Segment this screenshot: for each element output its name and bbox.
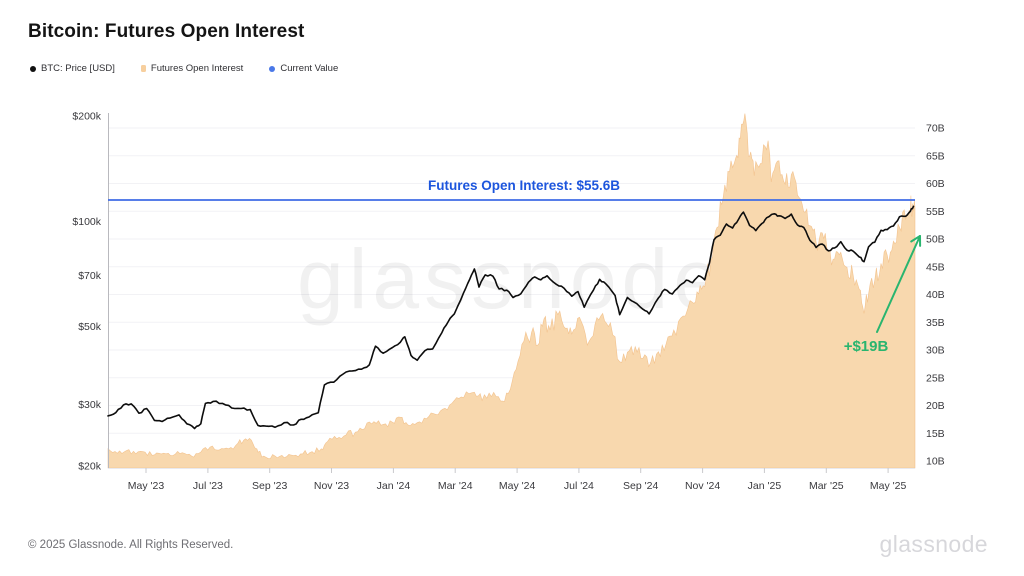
svg-text:May '23: May '23 <box>128 480 165 492</box>
x-axis-labels: May '23 Jul '23 Sep '23 Nov '23 Jan '24 Mar '… <box>128 468 907 492</box>
svg-text:Nov '24: Nov '24 <box>685 480 720 492</box>
svg-text:Jan '24: Jan '24 <box>377 480 411 492</box>
svg-text:$20k: $20k <box>78 461 102 473</box>
glassnode-logo: glassnode <box>879 531 988 557</box>
delta-annotation <box>876 235 922 333</box>
legend-btc-price-usd-marker <box>30 65 36 72</box>
svg-text:Sep '23: Sep '23 <box>252 480 287 492</box>
delta-label: +$19B <box>844 338 889 355</box>
svg-text:30B: 30B <box>926 345 945 357</box>
svg-text:60B: 60B <box>926 178 945 190</box>
svg-text:25B: 25B <box>926 372 945 384</box>
svg-text:55B: 55B <box>926 206 945 218</box>
svg-text:May '24: May '24 <box>499 480 536 492</box>
oi-line-annotation: Futures Open Interest: $55.6B <box>428 178 620 193</box>
svg-text:20B: 20B <box>926 400 945 412</box>
page-title: Bitcoin: Futures Open Interest <box>28 21 305 42</box>
svg-text:$100k: $100k <box>72 216 101 228</box>
axes <box>108 113 915 469</box>
legend-item-futures-open-interest[interactable]: Futures Open Interest <box>140 63 244 74</box>
svg-text:50B: 50B <box>926 234 945 246</box>
legend-futures-open-interest-marker <box>140 65 146 72</box>
svg-text:45B: 45B <box>926 261 945 273</box>
legend-item-btc-price-usd[interactable]: BTC: Price [USD] <box>30 63 115 74</box>
legend-item-current-value[interactable]: Current Value <box>269 63 338 74</box>
copyright-text: © 2025 Glassnode. All Rights Reserved. <box>28 539 234 551</box>
svg-text:70B: 70B <box>926 123 945 135</box>
svg-text:15B: 15B <box>926 428 945 440</box>
svg-text:Jul '23: Jul '23 <box>193 480 223 492</box>
legend-btc-price-usd-label: BTC: Price [USD] <box>41 63 115 74</box>
svg-text:65B: 65B <box>926 150 945 162</box>
svg-text:Jan '25: Jan '25 <box>748 480 782 492</box>
svg-text:Sep '24: Sep '24 <box>623 480 658 492</box>
watermark: glassnode <box>297 232 725 326</box>
legend-current-value-marker <box>269 65 276 72</box>
svg-text:35B: 35B <box>926 317 945 329</box>
svg-text:Mar '25: Mar '25 <box>809 480 844 492</box>
svg-text:Jul '24: Jul '24 <box>564 480 594 492</box>
legend-current-value-label: Current Value <box>280 63 339 74</box>
svg-text:May '25: May '25 <box>870 480 907 492</box>
svg-text:$200k: $200k <box>72 111 101 123</box>
left-axis-labels: $200k $100k $70k $50k $30k $20k <box>72 111 101 473</box>
right-axis-labels: 70B 65B 60B 55B 50B 45B 40B 35B 30B 25B 20B 15B 10B <box>926 123 945 468</box>
svg-text:$70k: $70k <box>78 270 102 282</box>
svg-text:$30k: $30k <box>78 399 102 411</box>
price-line-series <box>107 205 915 430</box>
legend-futures-open-interest-label: Futures Open Interest <box>150 63 244 74</box>
svg-text:Mar '24: Mar '24 <box>438 480 473 492</box>
svg-text:40B: 40B <box>926 289 945 301</box>
chart-legend: BTC: Price [USD] Futures Open Interest Cur… <box>30 63 338 74</box>
svg-text:10B: 10B <box>926 456 945 468</box>
svg-text:Nov '23: Nov '23 <box>314 480 349 492</box>
svg-text:$50k: $50k <box>78 321 102 333</box>
